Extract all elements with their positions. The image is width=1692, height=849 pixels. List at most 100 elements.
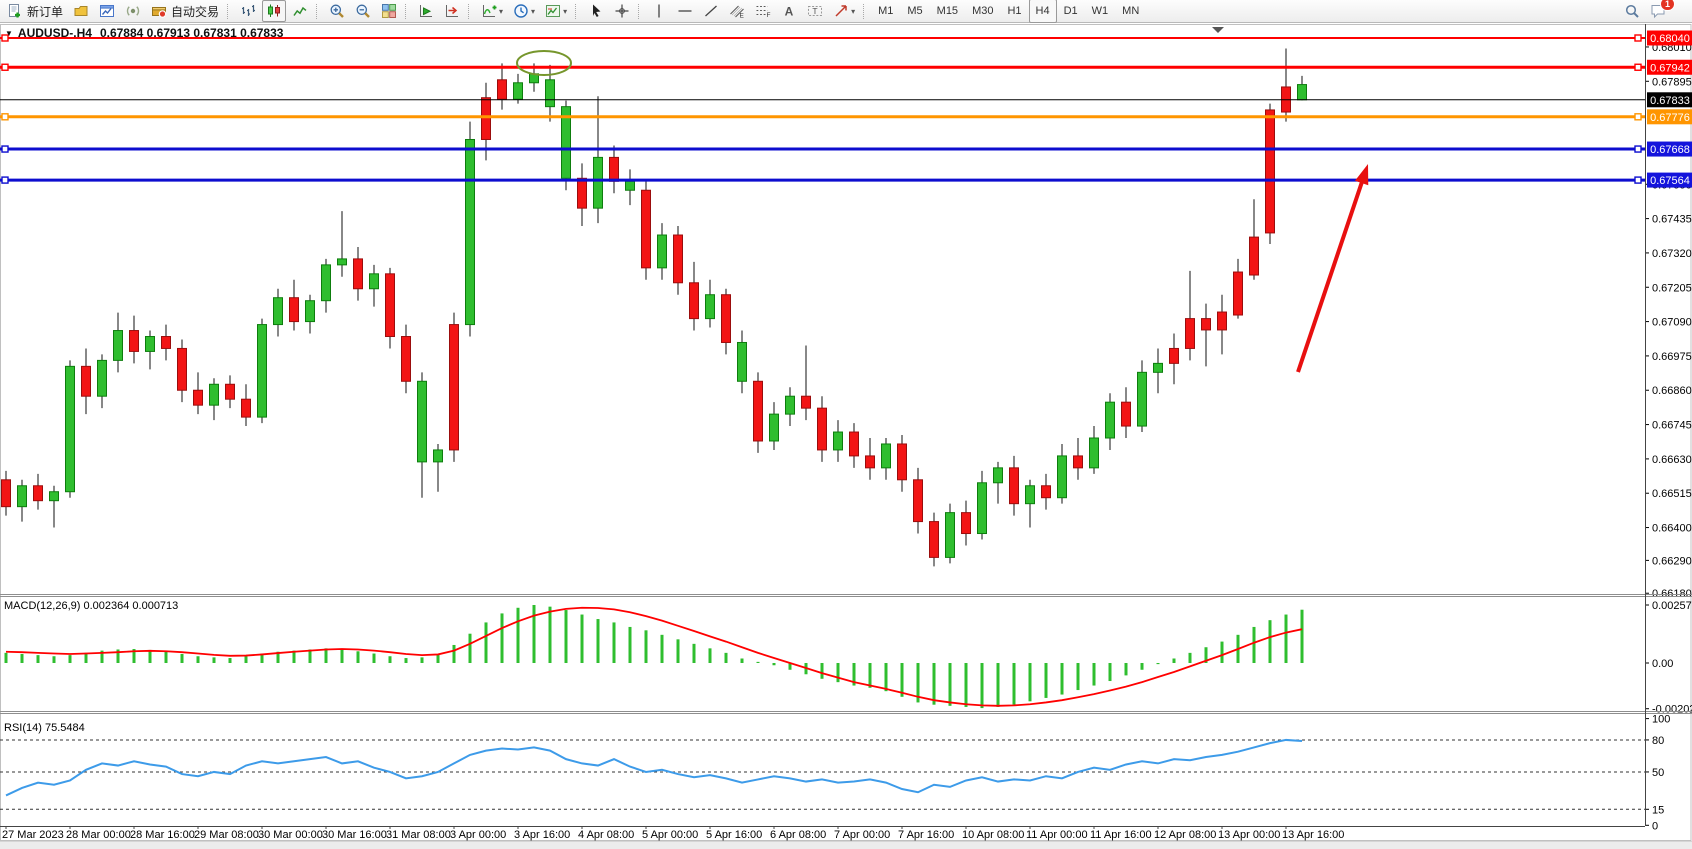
tile-windows-button[interactable] [377,0,401,22]
auto-scroll-button[interactable] [414,0,438,22]
line-anchor-handle[interactable] [1,113,9,121]
price-badge-value: 0.67668 [1650,144,1690,156]
search-button[interactable] [1620,0,1644,22]
line-chart-button[interactable] [288,0,312,22]
price-axis-label: 0.66975 [1652,351,1692,363]
candle-body [401,336,411,382]
fibonacci-button[interactable]: F [751,0,775,22]
candle-body [1233,271,1243,316]
candle-body [257,324,267,418]
price-axis-label: 0.66290 [1652,555,1692,567]
periods-button[interactable]: ▾ [509,0,539,22]
candlestick-chart-button[interactable] [262,0,287,22]
text-button[interactable]: A [777,0,801,22]
candle-body [449,324,459,451]
line-anchor-handle[interactable] [1634,34,1642,42]
auto-trading-button[interactable]: 自动交易 [147,0,223,22]
arrow-annotation-shaft[interactable] [1296,174,1367,373]
timeframe-h4-button[interactable]: H4 [1028,0,1057,23]
price-axis-label: 0.66745 [1652,420,1692,432]
crosshair-icon [615,4,629,18]
price-axis-label: 0.67435 [1652,214,1692,226]
time-axis-label: 28 Mar 16:00 [130,829,195,841]
signals-button[interactable] [121,0,145,22]
time-axis-label: 12 Apr 08:00 [1154,829,1216,841]
chevron-down-icon[interactable]: ▾ [531,6,536,16]
candle-body [1041,485,1051,499]
line-anchor-handle[interactable] [1634,176,1642,184]
toolbar-group-pointer [583,0,635,22]
price-badge-value: 0.67776 [1650,112,1690,124]
zoom-out-button[interactable] [351,0,375,22]
macd-axis-label: 0.00 [1652,658,1673,670]
timeframe-w1-button[interactable]: W1 [1091,5,1109,17]
candle-body [225,383,235,400]
candle-body [433,449,443,463]
line-anchor-handle[interactable] [1634,145,1642,153]
candle-body [1105,401,1115,439]
candle-body [113,330,123,361]
trendline-button[interactable] [699,0,723,22]
template-icon [546,5,561,17]
macd-signal-line [5,606,1303,707]
time-axis-label: 31 Mar 08:00 [386,829,451,841]
line-anchor-handle[interactable] [1634,63,1642,71]
arrows-button[interactable]: ▾ [829,0,859,22]
indicators-button[interactable]: ▾ [477,0,507,22]
autotrade-icon [152,7,167,18]
auto-trading-button-label: 自动交易 [171,4,220,19]
horizontal-line-button[interactable] [673,0,697,22]
vertical-line-button[interactable] [647,0,671,22]
chart-expand-icon[interactable]: ▼ [5,28,13,38]
line-anchor-handle[interactable] [1,34,9,42]
timeframe-d1-button[interactable]: D1 [1063,5,1078,17]
templates-button[interactable]: ▾ [541,0,571,22]
chart-shift-marker[interactable] [1212,27,1224,33]
candle-body [1009,467,1019,505]
chevron-down-icon[interactable]: ▾ [563,6,568,16]
notifications-button[interactable]: 1 [1646,0,1685,22]
chart-shift-button[interactable] [440,0,464,22]
svg-text:F: F [767,12,771,19]
profiles-button[interactable] [69,0,93,22]
candle-body [161,336,171,349]
timeframe-h1-button[interactable]: H1 [1007,5,1022,17]
rsi-line [5,738,1303,797]
channel-icon: E [730,5,745,19]
new-order-button[interactable]: 新订单 [3,0,67,22]
macd-axis-label: 0.002573 [1652,600,1692,612]
candle-body [913,479,923,523]
timeframe-mn-button[interactable]: MN [1122,5,1140,17]
candle-body [1,479,11,508]
bar-chart-button[interactable] [236,0,260,22]
price-badge [1647,92,1692,108]
timeframe-m5-button[interactable]: M5 [907,5,923,17]
cursor-icon [593,4,601,17]
line-anchor-handle[interactable] [1,63,9,71]
crosshair-button[interactable] [610,0,634,22]
candle-body [1057,455,1067,499]
arrow-annotation-head[interactable] [1354,164,1369,186]
line-anchor-handle[interactable] [1634,113,1642,121]
price-axis-label: 0.66630 [1652,454,1692,466]
ellipse-annotation[interactable] [516,50,572,76]
candle-body [177,347,187,391]
equidistant-channel-button[interactable]: E [725,0,749,22]
text-label-button[interactable]: T [803,0,827,22]
timeframe-m30-button[interactable]: M30 [972,5,994,17]
cursor-button[interactable] [584,0,608,22]
market-watch-button[interactable] [95,0,119,22]
timeframe-m15-button[interactable]: M15 [936,5,959,17]
timeframe-m1-button[interactable]: M1 [878,5,894,17]
candle-body [1297,84,1307,101]
candle-body [353,258,363,290]
zoom-in-button[interactable] [325,0,349,22]
chevron-down-icon[interactable]: ▾ [851,6,856,16]
line-anchor-handle[interactable] [1,145,9,153]
chevron-down-icon[interactable]: ▾ [499,6,504,16]
line-anchor-handle[interactable] [1,176,9,184]
line-icon [293,6,307,16]
candle-body [1137,371,1147,427]
